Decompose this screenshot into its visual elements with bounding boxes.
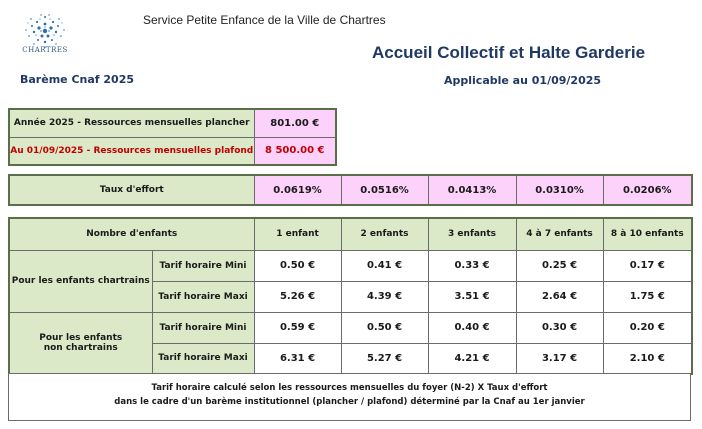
- group-label-chartrains: Pour les enfants chartrains: [8, 249, 153, 313]
- tarif-cell: 0.40 €: [427, 311, 517, 344]
- tarif-cell: 2.64 €: [515, 280, 604, 313]
- column-header: 3 enfants: [427, 217, 517, 251]
- tarif-cell: 0.30 €: [515, 311, 604, 344]
- logo-text: CHARTRES: [22, 46, 68, 54]
- footnote-line: dans le cadre d'un barème institutionnel…: [114, 397, 585, 407]
- plafond-value: 8 500.00 €: [253, 136, 337, 166]
- row-label: Tarif horaire Maxi: [151, 342, 255, 375]
- plancher-label: Année 2025 - Ressources mensuelles planc…: [8, 108, 255, 138]
- tarif-cell: 0.50 €: [253, 249, 342, 282]
- tarifs-header-row: Nombre d'enfants 1 enfant 2 enfants 3 en…: [8, 217, 693, 251]
- tarif-cell: 0.59 €: [253, 311, 342, 344]
- row-label: Tarif horaire Mini: [151, 311, 255, 344]
- page-title: Accueil Collectif et Halte Garderie: [372, 43, 646, 62]
- column-header: 4 à 7 enfants: [515, 217, 604, 251]
- nombre-enfants-header: Nombre d'enfants: [8, 217, 255, 251]
- tarif-cell: 4.39 €: [340, 280, 429, 313]
- table-row: Tarif horaire Maxi 6.31 € 5.27 € 4.21 € …: [9, 342, 693, 375]
- row-label: Tarif horaire Maxi: [151, 280, 255, 313]
- taux-value: 0.0310%: [515, 174, 604, 206]
- group-label-non-chartrains: Pour les enfants non chartrains: [8, 311, 153, 375]
- column-header: 1 enfant: [253, 217, 342, 251]
- column-header: 8 à 10 enfants: [602, 217, 693, 251]
- taux-label: Taux d'effort: [8, 174, 255, 206]
- tarifs-table: Nombre d'enfants 1 enfant 2 enfants 3 en…: [8, 217, 694, 375]
- group-label-line: Pour les enfants: [39, 332, 123, 343]
- taux-value: 0.0516%: [340, 174, 429, 206]
- bareme-label: Barème Cnaf 2025: [20, 73, 135, 86]
- plafond-label: Au 01/09/2025 - Ressources mensuelles pl…: [8, 136, 255, 166]
- group-label-line: non chartrains: [43, 342, 118, 353]
- table-row: Tarif horaire Maxi 5.26 € 4.39 € 3.51 € …: [9, 280, 693, 313]
- row-label: Tarif horaire Mini: [151, 249, 255, 282]
- chartres-logo: [25, 14, 65, 48]
- tarif-cell: 5.26 €: [253, 280, 342, 313]
- footnote-box: Tarif horaire calculé selon les ressourc…: [8, 373, 691, 421]
- tarif-cell: 2.10 €: [602, 342, 693, 375]
- tarif-cell: 6.31 €: [253, 342, 342, 375]
- taux-value: 0.0619%: [253, 174, 342, 206]
- applicable-date: Applicable au 01/09/2025: [444, 74, 602, 87]
- taux-value: 0.0206%: [602, 174, 693, 206]
- tarif-cell: 5.27 €: [340, 342, 429, 375]
- tarif-cell: 0.41 €: [340, 249, 429, 282]
- tarif-cell: 4.21 €: [427, 342, 517, 375]
- tarif-cell: 0.33 €: [427, 249, 517, 282]
- tarif-cell: 0.25 €: [515, 249, 604, 282]
- ressources-table: Année 2025 - Ressources mensuelles planc…: [8, 108, 337, 166]
- tarif-cell: 1.75 €: [602, 280, 693, 313]
- table-row: Pour les enfants non chartrains Tarif ho…: [8, 311, 693, 375]
- table-row: Pour les enfants chartrains Tarif horair…: [8, 249, 693, 313]
- tarif-cell: 0.50 €: [340, 311, 429, 344]
- tarif-cell: 0.17 €: [602, 249, 693, 282]
- footnote-line: Tarif horaire calculé selon les ressourc…: [151, 383, 548, 393]
- plancher-value: 801.00 €: [253, 108, 337, 138]
- column-header: 2 enfants: [340, 217, 429, 251]
- tarif-cell: 3.17 €: [515, 342, 604, 375]
- tarif-cell: 0.20 €: [602, 311, 693, 344]
- taux-value: 0.0413%: [427, 174, 517, 206]
- taux-table: Taux d'effort 0.0619% 0.0516% 0.0413% 0.…: [8, 174, 693, 206]
- tarif-cell: 3.51 €: [427, 280, 517, 313]
- service-name: Service Petite Enfance de la Ville de Ch…: [143, 13, 386, 27]
